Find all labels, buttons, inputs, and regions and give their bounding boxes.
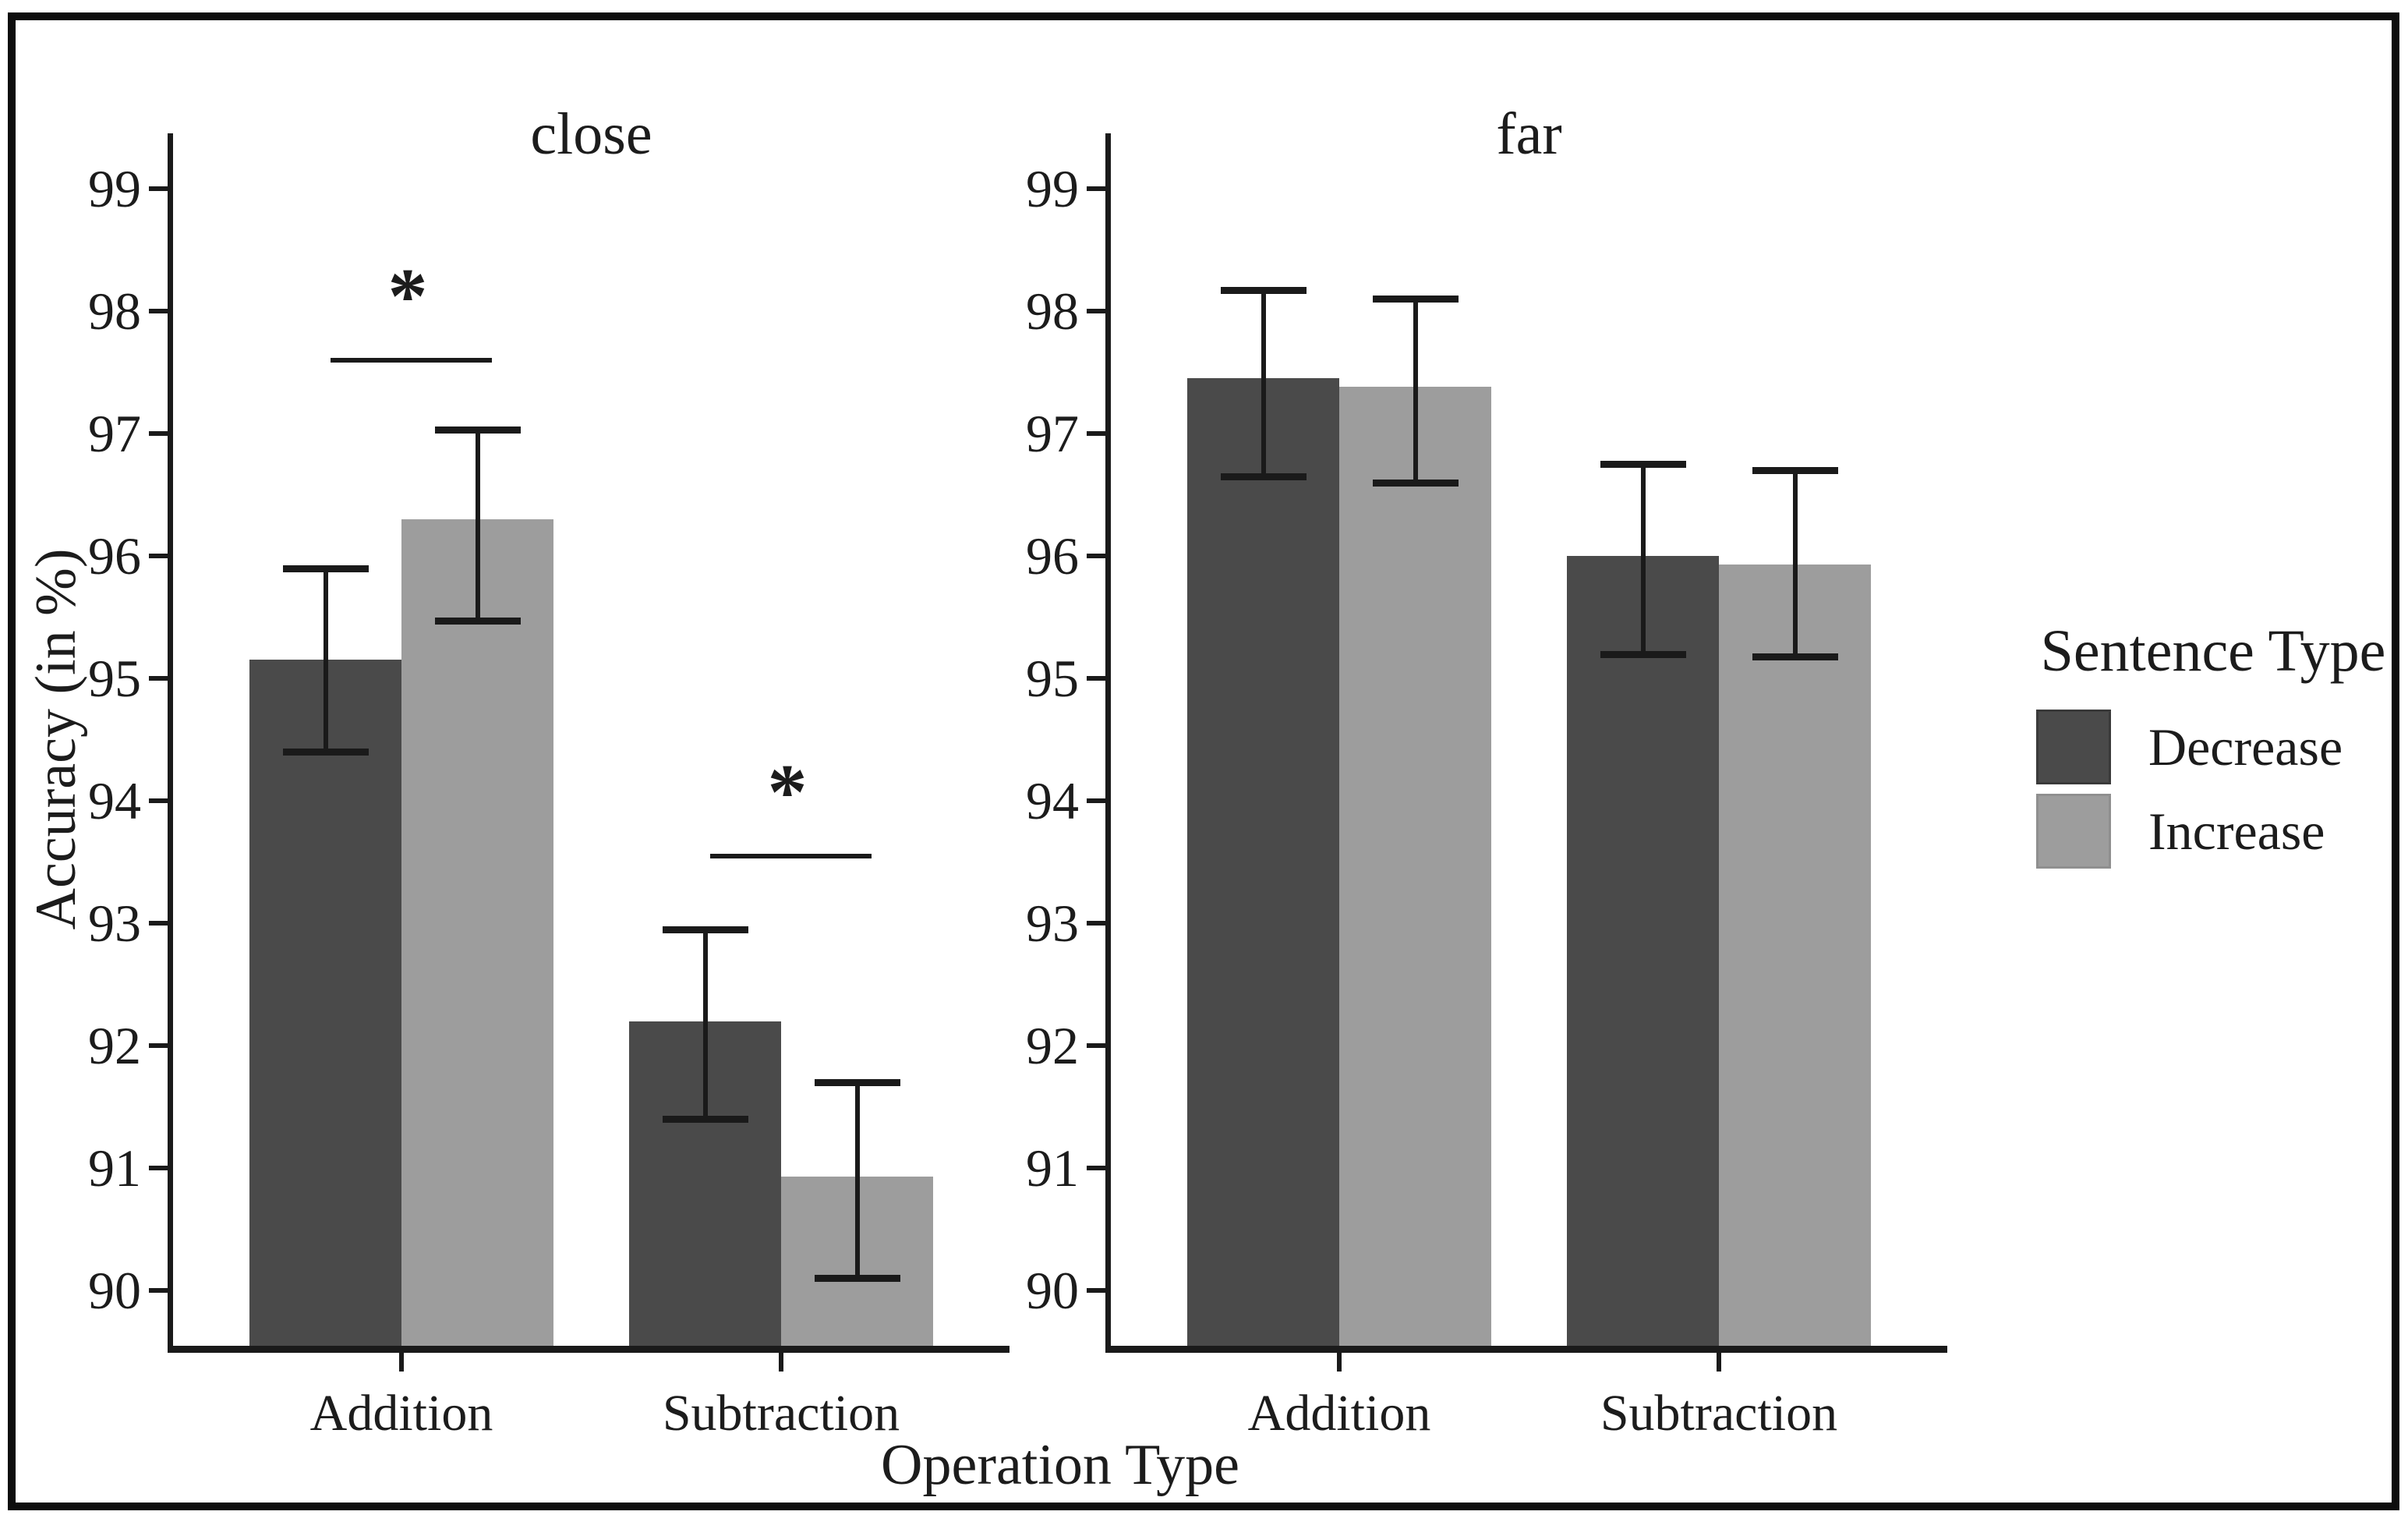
errorbar-whisker-far-subtraction-decrease [1640,464,1646,654]
errorbar-cap-lower-close-addition-decrease [282,748,369,756]
legend-swatch-decrease [2036,710,2111,784]
y-tick-96 [1087,554,1105,558]
y-tick-label-93: 93 [1026,894,1079,953]
y-tick-97 [1087,431,1105,436]
y-tick-99 [149,186,168,191]
y-tick-label-98: 98 [88,281,141,341]
y-tick-99 [1087,186,1105,191]
x-tick-label-far-addition: Addition [1247,1385,1431,1442]
errorbar-cap-upper-close-addition-decrease [282,565,369,572]
y-tick-96 [149,554,168,558]
errorbar-cap-lower-far-addition-increase [1372,479,1459,487]
y-tick-label-98: 98 [1026,281,1079,341]
errorbar-cap-upper-close-subtraction-decrease [662,926,748,933]
errorbar-whisker-close-addition-decrease [323,568,328,752]
significance-star-close-subtraction: * [767,749,808,837]
bar-far-subtraction-increase [1719,565,1871,1346]
errorbar-cap-lower-far-subtraction-increase [1752,653,1838,660]
y-tick-label-91: 91 [88,1138,141,1198]
y-tick-91 [149,1166,168,1170]
y-axis-title: Accuracy (in %) [24,548,88,930]
bar-far-addition-increase [1339,387,1491,1346]
bar-far-addition-decrease [1187,378,1339,1346]
x-axis-line-close [168,1346,1010,1353]
errorbar-cap-upper-far-addition-increase [1372,295,1459,303]
bar-far-subtraction-decrease [1567,556,1719,1346]
y-tick-label-91: 91 [1026,1138,1079,1198]
y-tick-97 [149,431,168,436]
y-tick-label-99: 99 [88,159,141,218]
y-tick-98 [149,309,168,313]
y-tick-label-94: 94 [88,771,141,830]
errorbar-whisker-close-addition-increase [475,430,480,621]
y-tick-label-96: 96 [1026,526,1079,586]
errorbar-cap-upper-close-addition-increase [434,426,521,434]
y-axis-line-far [1105,133,1111,1353]
figure-border [8,12,2399,1510]
y-tick-label-90: 90 [1026,1261,1079,1320]
errorbar-whisker-close-subtraction-decrease [702,929,708,1119]
y-tick-label-93: 93 [88,894,141,953]
errorbar-cap-lower-far-subtraction-decrease [1600,650,1686,658]
x-tick-far-addition [1337,1353,1342,1372]
y-tick-92 [1087,1043,1105,1048]
x-tick-label-close-addition: Addition [309,1385,493,1442]
significance-line-close-subtraction [709,854,872,858]
errorbar-cap-lower-far-addition-decrease [1220,473,1307,480]
y-tick-91 [1087,1166,1105,1170]
errorbar-cap-lower-close-addition-increase [434,617,521,625]
y-tick-label-92: 92 [88,1016,141,1075]
x-axis-line-far [1105,1346,1947,1353]
x-axis-title: Operation Type [881,1433,1239,1497]
y-tick-92 [149,1043,168,1048]
errorbar-cap-upper-far-addition-decrease [1220,286,1307,294]
errorbar-whisker-far-addition-increase [1413,299,1418,483]
errorbar-cap-upper-close-subtraction-increase [814,1078,900,1086]
y-tick-90 [149,1288,168,1293]
y-tick-label-90: 90 [88,1261,141,1320]
y-tick-95 [149,676,168,681]
legend-label-increase: Increase [2148,802,2325,861]
legend-label-decrease: Decrease [2148,717,2343,777]
significance-line-close-addition [330,358,492,363]
y-tick-label-97: 97 [1026,404,1079,463]
y-tick-label-97: 97 [88,404,141,463]
y-tick-93 [1087,921,1105,926]
x-tick-far-subtraction [1717,1353,1721,1372]
legend-title: Sentence Type [2040,618,2386,684]
bar-close-addition-decrease [249,660,401,1346]
y-tick-93 [149,921,168,926]
y-tick-90 [1087,1288,1105,1293]
x-tick-close-subtraction [779,1353,783,1372]
y-tick-label-95: 95 [88,649,141,708]
errorbar-cap-upper-far-subtraction-increase [1752,466,1838,474]
significance-star-close-addition: * [387,253,428,341]
y-tick-98 [1087,309,1105,313]
y-tick-label-96: 96 [88,526,141,586]
y-tick-label-94: 94 [1026,771,1079,830]
y-tick-94 [149,798,168,803]
y-axis-line-close [168,133,173,1353]
y-tick-94 [1087,798,1105,803]
y-tick-95 [1087,676,1105,681]
errorbar-cap-lower-close-subtraction-decrease [662,1115,748,1123]
bar-close-addition-increase [401,519,553,1346]
errorbar-cap-lower-close-subtraction-increase [814,1274,900,1282]
y-tick-label-99: 99 [1026,159,1079,218]
facet-title-close: close [530,101,652,167]
y-tick-label-95: 95 [1026,649,1079,708]
legend-swatch-increase [2036,794,2111,869]
x-tick-close-addition [399,1353,404,1372]
y-tick-label-92: 92 [1026,1016,1079,1075]
errorbar-whisker-close-subtraction-increase [854,1082,860,1278]
errorbar-cap-upper-far-subtraction-decrease [1600,460,1686,468]
facet-title-far: far [1496,101,1562,167]
x-tick-label-far-subtraction: Subtraction [1600,1385,1838,1442]
errorbar-whisker-far-addition-decrease [1261,290,1266,476]
errorbar-whisker-far-subtraction-increase [1792,470,1798,657]
x-tick-label-close-subtraction: Subtraction [662,1385,900,1442]
